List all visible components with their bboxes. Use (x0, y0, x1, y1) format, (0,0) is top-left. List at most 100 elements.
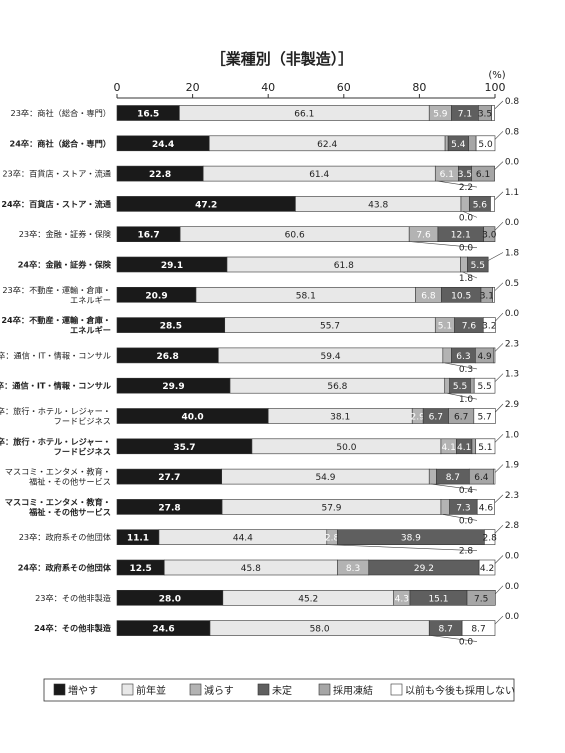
bar-segment (493, 468, 496, 485)
category-label: 24卒：旅行・ホテル・レジャー・フードビジネス (0, 436, 111, 456)
data-label: 3.1 (480, 291, 494, 301)
data-label: 59.4 (321, 352, 341, 362)
category-label-line: 23卒：商社（総合・専門） (11, 108, 111, 118)
category-label-line: 福祉・その他サービス (28, 507, 111, 517)
bar-segment (442, 347, 452, 364)
bar-segment (428, 468, 437, 485)
data-label: 55.7 (320, 322, 340, 332)
legend-label: 減らす (204, 684, 234, 697)
annotation-leader (494, 131, 504, 140)
data-label: 62.4 (317, 140, 337, 150)
x-tick-label: 20 (186, 81, 200, 94)
legend-swatch (318, 683, 331, 696)
data-label: 7.3 (456, 503, 470, 513)
data-label: 8.7 (446, 473, 460, 483)
category-label: 23卒：その他非製造 (35, 593, 111, 603)
chart-title: ［業種別（非製造）］ (211, 50, 354, 68)
annotation-leader (437, 180, 478, 188)
annotation-label: 0.0 (505, 552, 520, 562)
annotation-leader (495, 585, 504, 595)
category-label-line: 23卒：通信・IT・情報・コンサル (0, 350, 111, 360)
data-label: 57.9 (321, 503, 341, 513)
bar-segment (471, 165, 495, 182)
data-label: 2.8 (325, 534, 340, 544)
legend-label: 未定 (272, 684, 292, 697)
annotation-label: 2.8 (505, 521, 520, 531)
data-label: 38.9 (401, 534, 421, 544)
unit-label: (%) (488, 70, 505, 81)
category-label: 23卒：通信・IT・情報・コンサル (0, 350, 111, 360)
bar-segment (490, 196, 495, 212)
bar-segment (484, 529, 496, 546)
data-label: 8.7 (439, 625, 453, 635)
bar-segment (473, 377, 496, 394)
legend-swatch (53, 683, 66, 696)
bar-segment (460, 256, 468, 273)
data-label: 12.5 (130, 564, 152, 574)
annotation-leader (411, 241, 478, 248)
annotation-label: 0.4 (459, 486, 474, 496)
data-label: 6.3 (456, 352, 470, 362)
data-label: 58.0 (310, 625, 330, 635)
data-label: 6.7 (429, 413, 443, 423)
data-label: 56.8 (327, 382, 347, 392)
bar-segment (444, 377, 450, 394)
category-label-line: エネルギー (70, 295, 111, 305)
category-label-line: 24卒：金融・証券・保険 (18, 260, 112, 270)
bar-segment (492, 286, 495, 303)
data-label: 5.9 (433, 110, 448, 120)
legend-label: 前年並 (136, 684, 166, 697)
legend-swatch (189, 683, 202, 696)
category-label-line: 24卒：政府系その他団体 (18, 563, 112, 573)
data-label: 6.1 (476, 170, 490, 180)
category-label-line: 23卒：政府系その他団体 (19, 532, 111, 542)
data-label: 6.7 (454, 413, 468, 423)
data-label: 12.1 (451, 231, 471, 241)
data-label: 3.5 (458, 170, 472, 180)
annotation-leader (328, 544, 478, 551)
data-label: 8.3 (346, 564, 360, 574)
annotation-label: 1.8 (459, 274, 474, 284)
annotation-leader (442, 514, 478, 521)
data-label: 5.0 (478, 140, 493, 150)
category-label: 23卒：マスコミ・エンタメ・教育・福祉・その他サービス (0, 467, 111, 487)
bar-segment (460, 196, 470, 212)
annotation-label: 2.2 (459, 183, 473, 193)
annotation-leader (494, 373, 504, 382)
data-label: 61.4 (309, 170, 329, 180)
bar-segment (491, 105, 495, 121)
data-label: 4.6 (479, 503, 494, 513)
data-label: 45.8 (241, 564, 261, 574)
annotation-leader (494, 221, 504, 231)
category-label-line: フードビジネス (54, 446, 111, 456)
annotation-label: 2.3 (505, 339, 519, 349)
data-label: 5.4 (451, 140, 466, 150)
annotation-label: 1.8 (505, 249, 520, 259)
data-label: 5.1 (438, 322, 452, 332)
data-label: 10.5 (451, 291, 471, 301)
annotation-leader (488, 252, 504, 261)
annotation-leader (495, 312, 504, 322)
data-label: 58.1 (296, 291, 316, 301)
data-label: 3.5 (478, 110, 492, 120)
category-label: 23卒：商社（総合・専門） (11, 108, 111, 118)
x-axis: 0 20 40 60 80 100 (114, 81, 506, 99)
annotation-leader (431, 483, 478, 491)
annotation-leader (494, 464, 504, 473)
annotation-label: 0.0 (459, 516, 474, 526)
annotation-label: 1.1 (505, 188, 519, 198)
annotation-label: 2.8 (459, 547, 474, 557)
annotation-leader (494, 161, 504, 170)
data-label: 5.5 (471, 261, 485, 271)
data-label: 28.5 (160, 322, 182, 332)
category-label-line: 24卒：不動産・運輸・倉庫・ (1, 315, 111, 325)
category-label-line: 23卒：不動産・運輸・倉庫・ (2, 285, 111, 295)
bar-segment (466, 589, 496, 606)
annotation-label: 0.0 (505, 309, 520, 319)
data-label: 50.0 (336, 443, 356, 453)
annotation-leader (494, 191, 504, 201)
data-label: 5.5 (453, 382, 467, 392)
category-label: 23卒：政府系その他団体 (19, 532, 111, 542)
legend-label: 採用凍結 (333, 684, 373, 697)
